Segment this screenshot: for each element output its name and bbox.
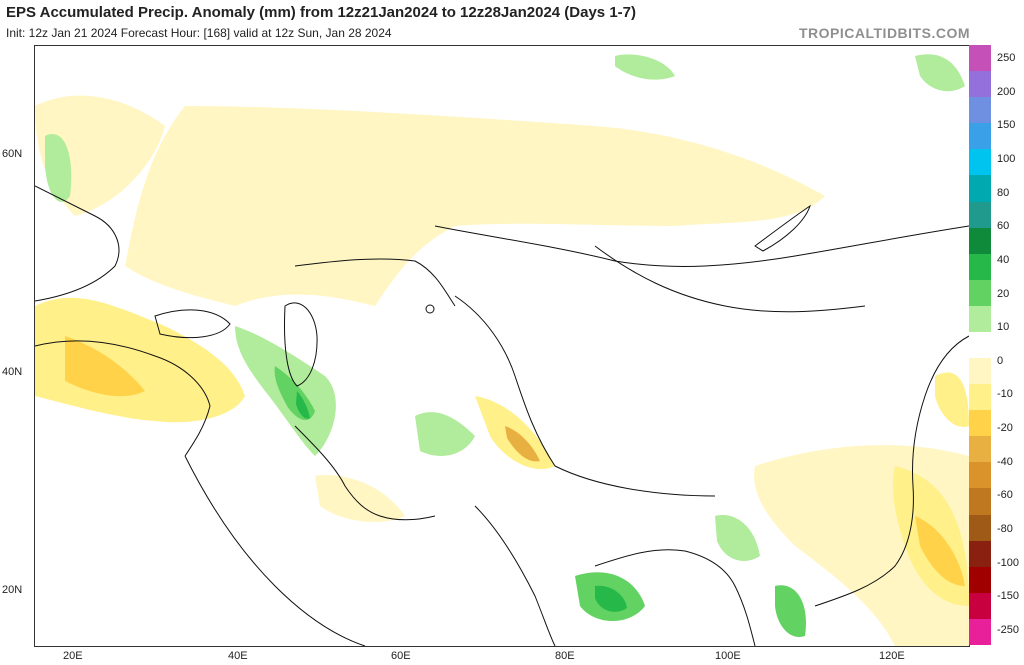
- colorbar-segment: [969, 149, 991, 176]
- colorbar-segment: [969, 488, 991, 516]
- colorbar-label: -80: [997, 523, 1013, 536]
- dry-anomaly-mediterranean: [35, 297, 245, 423]
- coastline-arabia: [184, 455, 366, 646]
- wet-anomaly-siberia: [615, 54, 675, 80]
- colorbar-segment: [969, 123, 991, 150]
- colorbar-label: 40: [997, 253, 1010, 266]
- lat-label-60n: 60N: [2, 148, 23, 160]
- colorbar-label: -100: [997, 556, 1020, 569]
- colorbar-segment: [969, 71, 991, 98]
- colorbar-segment: [969, 97, 991, 124]
- lon-label-100e: 100E: [715, 650, 741, 662]
- colorbar-segment: [969, 436, 991, 463]
- dry-anomaly-mediterranean-core: [65, 336, 145, 397]
- coastline-mediterranean: [35, 340, 211, 457]
- lon-label-60e: 60E: [391, 650, 411, 662]
- colorbar-segment: [969, 253, 991, 281]
- colorbar-segment: [969, 514, 991, 542]
- dry-anomaly-pakistan-core: [505, 426, 540, 462]
- lon-label-120e: 120E: [879, 650, 905, 662]
- colorbar-label: -250: [997, 624, 1020, 636]
- colorbar-segment: [969, 410, 991, 437]
- colorbar-segment: [969, 566, 991, 594]
- lake-balkhash-marker: [425, 304, 435, 314]
- colorbar-segment: [969, 462, 991, 489]
- border-china-west: [454, 295, 716, 497]
- colorbar-label: 250: [997, 52, 1016, 64]
- colorbar-segment: [969, 331, 991, 359]
- colorbar-label: -40: [997, 455, 1013, 468]
- chart-title: EPS Accumulated Precip. Anomaly (mm) fro…: [6, 4, 636, 21]
- colorbar-label: -150: [997, 590, 1020, 603]
- colorbar-segment: [969, 305, 991, 333]
- colorbar-label: 10: [997, 321, 1010, 334]
- colorbar-segment: [969, 175, 991, 202]
- colorbar-label: 20: [997, 287, 1010, 300]
- coastline-europe: [35, 185, 120, 302]
- wet-anomaly-indochina: [775, 585, 806, 637]
- wet-anomaly-myanmar: [715, 515, 760, 561]
- dry-anomaly-japan: [935, 372, 969, 427]
- colorbar-label: -20: [997, 422, 1013, 435]
- border-mongolia: [594, 245, 866, 313]
- lake-baikal: [754, 204, 811, 252]
- colorbar-segment: [969, 45, 991, 72]
- black-sea: [154, 309, 231, 339]
- colorbar-segment: [969, 384, 991, 411]
- lat-label-40n: 40N: [2, 366, 23, 378]
- colorbar-label: -60: [997, 489, 1013, 502]
- dry-anomaly-china-core2: [915, 516, 965, 586]
- caspian-sea: [284, 302, 318, 387]
- precip-anomaly-map: [34, 45, 970, 647]
- wet-anomaly-bengal-core: [595, 585, 627, 612]
- wet-anomaly-iran-core2: [296, 391, 310, 419]
- colorbar-segment: [969, 201, 991, 229]
- border-china-north: [434, 225, 969, 267]
- lon-label-80e: 80E: [555, 650, 575, 662]
- colorbar-label: 0: [997, 354, 1004, 367]
- lon-label-40e: 40E: [228, 650, 248, 662]
- wet-anomaly-okhotsk: [915, 54, 965, 92]
- dry-anomaly-arabia: [315, 475, 405, 522]
- colorbar-label: 60: [997, 220, 1010, 233]
- wet-anomaly-scandinavia: [45, 134, 72, 202]
- colorbar-segment: [969, 540, 991, 568]
- colorbar-segment: [969, 227, 991, 255]
- colorbar-segment: [969, 279, 991, 307]
- brand-watermark: TROPICALTIDBITS.COM: [798, 25, 970, 41]
- border-kazakhstan: [294, 258, 456, 307]
- colorbar-label: -10: [997, 388, 1013, 401]
- coastline-persian-gulf: [294, 425, 436, 521]
- lat-label-20n: 20N: [2, 584, 23, 596]
- colorbar-label: 100: [997, 152, 1016, 165]
- colorbar-label: 150: [997, 119, 1016, 132]
- coastline-bengal: [594, 549, 756, 646]
- colorbar-segment: [969, 592, 991, 620]
- colorbar-segment: [969, 618, 991, 646]
- colorbar: [969, 45, 991, 646]
- coastline-india: [474, 505, 556, 646]
- dry-anomaly-north: [125, 106, 825, 306]
- coastline-china: [814, 335, 969, 607]
- wet-anomaly-afghanistan: [415, 412, 475, 456]
- colorbar-segment: [969, 358, 991, 385]
- lon-label-20e: 20E: [63, 650, 83, 662]
- colorbar-label: 200: [997, 85, 1016, 98]
- colorbar-label: 80: [997, 186, 1010, 199]
- chart-subtitle: Init: 12z Jan 21 2024 Forecast Hour: [16…: [6, 26, 392, 40]
